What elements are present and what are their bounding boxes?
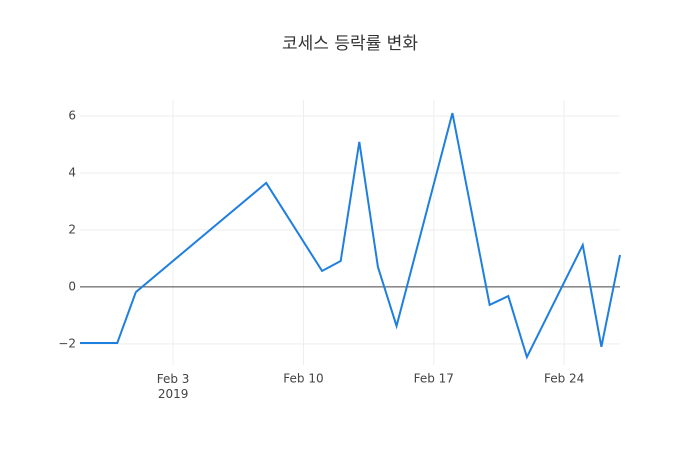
y-tick-label: 2 [68, 222, 76, 236]
chart-title: 코세스 등락률 변화 [282, 34, 418, 54]
y-tick-label: 0 [68, 279, 76, 293]
y-tick-label: −2 [58, 336, 76, 350]
x-tick-label: Feb 3 2019 [157, 372, 190, 401]
x-tick-label: Feb 10 [283, 372, 323, 386]
x-tick-label: Feb 17 [414, 372, 454, 386]
y-tick-label: 6 [68, 108, 76, 122]
series-line [80, 112, 621, 360]
x-tick-label: Feb 24 [544, 372, 584, 386]
y-tick-label: 4 [68, 165, 76, 179]
